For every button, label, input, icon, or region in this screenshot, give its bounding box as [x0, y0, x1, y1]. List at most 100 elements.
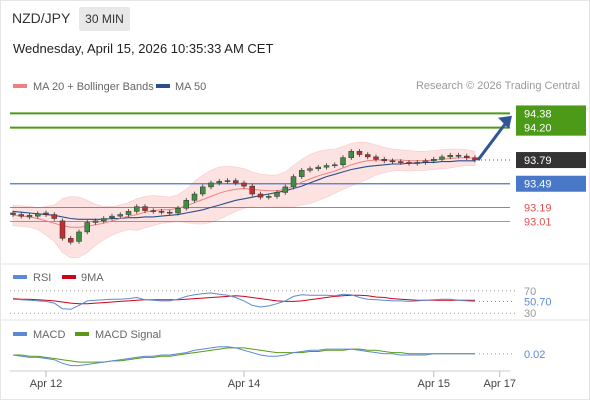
macd-legend-swatch	[13, 332, 27, 336]
candle-body	[398, 161, 404, 163]
rsi-ma-line	[12, 294, 475, 305]
candle-body	[224, 180, 231, 182]
candle-body	[84, 222, 90, 233]
candle-body	[183, 200, 189, 209]
candle-body	[35, 213, 41, 217]
candle-body	[200, 186, 206, 195]
candle-body	[282, 186, 288, 193]
candle-body	[191, 193, 198, 201]
ma20-line	[12, 157, 476, 228]
candle-body	[290, 176, 297, 188]
candle-body	[18, 214, 24, 217]
rsi-level-label: 30	[524, 308, 536, 320]
candle-body	[249, 185, 255, 195]
candle-body	[373, 156, 379, 160]
candle-body	[59, 220, 66, 239]
candle-body	[381, 159, 387, 162]
symbol-title: NZD/JPY	[12, 10, 71, 26]
candle-body	[125, 211, 132, 215]
x-tick-label: Apr 15	[418, 378, 450, 390]
candle-body	[332, 164, 338, 167]
candle-body	[299, 170, 305, 177]
price-tag-target	[516, 105, 586, 122]
rsi-legend-swatch	[13, 275, 27, 279]
candle-body	[406, 162, 412, 164]
candle-body	[431, 159, 437, 162]
candle-body	[274, 192, 280, 197]
rsi-line	[12, 292, 476, 310]
rsi-legend: RSI 9MA	[13, 272, 104, 284]
rsi-legend-label: RSI	[33, 272, 51, 284]
candle-body	[175, 207, 181, 214]
candle-body	[158, 211, 165, 213]
candle-body	[340, 157, 346, 166]
candle-body	[51, 214, 57, 219]
candle-body	[422, 160, 429, 163]
support-level-label: 93.01	[524, 217, 552, 229]
candle-body	[365, 154, 371, 158]
candle-body	[307, 168, 313, 171]
candle-body	[455, 155, 462, 157]
candle-body	[257, 193, 264, 198]
candle-body	[109, 215, 115, 218]
candle-body	[348, 151, 354, 158]
candle-body	[10, 212, 16, 215]
ma20-legend-swatch	[13, 84, 27, 88]
candle-body	[68, 238, 74, 243]
price-tag-current	[516, 152, 586, 169]
macd-value-label: 0.02	[524, 349, 545, 361]
candle-body	[117, 214, 123, 217]
support-level-label: 93.19	[524, 202, 552, 214]
ma50-line	[12, 160, 475, 220]
candle-body	[315, 166, 321, 169]
candle-body	[167, 211, 173, 214]
candle-body	[216, 181, 222, 184]
candle-body	[142, 206, 148, 211]
candle-body	[101, 218, 107, 222]
timeframe-button[interactable]: 30 MIN	[79, 7, 130, 31]
macd-signal-line	[13, 347, 475, 363]
candle-body	[76, 231, 82, 242]
candle-body	[233, 180, 239, 184]
candle-body	[464, 155, 470, 158]
candle-body	[356, 151, 363, 155]
candle-body	[208, 182, 214, 188]
price-tag-label: 93.79	[524, 155, 552, 167]
candle-body	[26, 215, 33, 218]
candle-body	[150, 210, 156, 212]
candle-body	[414, 162, 420, 164]
credit-label: Research © 2026 Trading Central	[415, 80, 580, 92]
macd-signal-legend-label: MACD Signal	[95, 329, 161, 341]
rsi-ma-legend-swatch	[62, 275, 76, 279]
price-tag-label: 94.20	[524, 123, 552, 135]
macd-line	[12, 346, 475, 367]
candle-body	[472, 157, 478, 161]
projection-arrow	[476, 121, 508, 161]
price-tag-target	[516, 119, 586, 136]
projection-arrowhead	[498, 115, 512, 129]
ma50-legend-label: MA 50	[175, 81, 206, 93]
candle-body	[92, 220, 99, 223]
candle-body	[439, 156, 445, 160]
candle-body	[323, 165, 330, 168]
candle-body	[241, 182, 247, 187]
macd-signal-legend-swatch	[75, 332, 89, 336]
ma20-legend-label: MA 20 + Bollinger Bands	[33, 81, 154, 93]
price-tag-pivot	[516, 175, 586, 192]
price-tag-label: 93.49	[524, 179, 552, 191]
rsi-ma-legend-label: 9MA	[81, 272, 104, 284]
candle-body	[389, 160, 396, 163]
candle-body	[266, 196, 272, 198]
candle-body	[43, 212, 49, 215]
macd-legend-label: MACD	[33, 329, 65, 341]
candle-body	[447, 155, 453, 158]
x-tick-label: Apr 12	[30, 378, 62, 390]
macd-legend: MACD MACD Signal	[13, 329, 161, 341]
main-legend: MA 20 + Bollinger Bands MA 50	[13, 81, 206, 93]
x-tick-label: Apr 14	[228, 378, 260, 390]
rsi-value-label: 50.70	[524, 296, 552, 308]
price-tag-label: 94.38	[524, 108, 552, 120]
bollinger-band	[12, 141, 476, 259]
rsi-level-label: 70	[524, 286, 536, 298]
